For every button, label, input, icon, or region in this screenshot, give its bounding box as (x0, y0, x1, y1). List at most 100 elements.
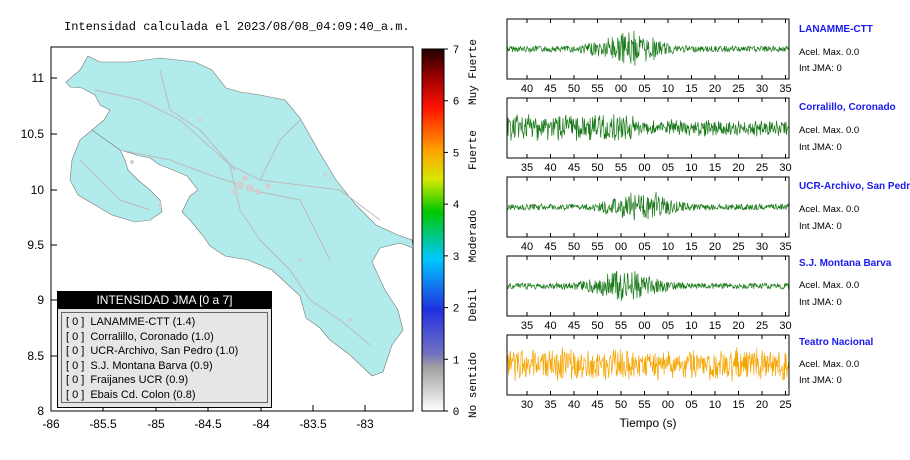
colorbar-category-label: Moderado (468, 210, 480, 263)
waveform-tick-label: 05 (638, 241, 650, 253)
waveform-tick-label: 10 (709, 399, 721, 411)
waveform-tick-label: 25 (732, 241, 744, 253)
waveform-tick-label: 50 (568, 241, 580, 253)
legend-row: [ 0 ] LANAMME-CTT (1.4) (66, 316, 196, 328)
waveform-tick-label: 30 (756, 83, 768, 95)
colorbar-categories: Muy Fuerte Fuerte Moderado Debil No sentido (468, 39, 480, 418)
waveform-tick-label: 25 (732, 83, 744, 95)
map-y-tick-label: 8 (37, 404, 44, 418)
map-x-tick-label: -84 (252, 417, 270, 431)
station-int: Int JMA: 0 (799, 297, 842, 308)
map-y-tick-label: 10.5 (21, 127, 45, 141)
station-int: Int JMA: 0 (799, 221, 842, 232)
station-name[interactable]: LANAMME-CTT (799, 24, 873, 35)
legend-row: [ 0 ] Ebais Cd. Colon (0.8) (66, 388, 196, 401)
map-x-tick-label: -84.5 (194, 417, 222, 431)
waveform-tick-label: 25 (779, 399, 791, 411)
map-y-tick-label: 8.5 (27, 349, 44, 363)
waveform-tick-label: 50 (615, 399, 627, 411)
map-x-tick-label: -85 (147, 417, 165, 431)
waveform-tick-label: 40 (521, 241, 533, 253)
waveform-tick-label: 05 (662, 320, 674, 332)
map-x-tick-label: -83.5 (299, 417, 327, 431)
waveform-tick-label: 00 (662, 399, 674, 411)
colorbar-category-label: Fuerte (468, 130, 480, 170)
waveform-tick-label: 15 (732, 399, 744, 411)
waveform-tick-label: 05 (638, 83, 650, 95)
waveform-tick-label: 30 (521, 399, 533, 411)
waveform-tick-label: 20 (756, 399, 768, 411)
waveform-tick-label: 35 (544, 399, 556, 411)
waveform-tick-label: 45 (544, 83, 556, 95)
time-axis-label: Tiempo (s) (620, 416, 677, 430)
station-accel: Acel. Max. 0.0 (799, 125, 860, 136)
waveform-tick-label: 45 (568, 162, 580, 174)
city-markers (130, 118, 352, 322)
station-accel: Acel. Max. 0.0 (799, 204, 860, 215)
waveform-tick-label: 40 (544, 320, 556, 332)
waveform-tick-label: 00 (638, 162, 650, 174)
waveform-tick-label: 10 (662, 241, 674, 253)
colorbar-tick-label: 1 (453, 355, 460, 367)
waveform-tick-label: 25 (756, 320, 768, 332)
waveform-trace (506, 114, 790, 141)
map-y-axis: 11 10.5 10 9.5 9 8.5 8 (21, 71, 57, 418)
waveform-panel: 40 45 50 55 00 05 10 15 20 25 30 35 (506, 18, 792, 95)
legend-row: [ 0 ] UCR-Archivo, San Pedro (1.0) (66, 345, 239, 357)
colorbar-category-label: No sentido (468, 352, 480, 418)
waveform-tick-label: 30 (779, 162, 791, 174)
station-accel: Acel. Max. 0.0 (799, 359, 860, 370)
waveform-tick-label: 05 (662, 162, 674, 174)
waveform-tick-label: 30 (756, 241, 768, 253)
waveform-tick-label: 55 (638, 399, 650, 411)
waveform-tick-label: 10 (685, 320, 697, 332)
legend-row: [ 0 ] S.J. Montana Barva (0.9) (66, 359, 213, 372)
waveform-panel: 35 40 45 50 55 00 05 10 15 20 25 30 (506, 255, 792, 332)
station-name[interactable]: S.J. Montana Barva (799, 258, 892, 269)
map-title: Intensidad calculada el 2023/08/08_04:09… (64, 20, 410, 34)
colorbar-tick-label: 4 (453, 200, 460, 212)
waveform-tick-label: 40 (568, 399, 580, 411)
colorbar-tick-label: 6 (453, 97, 460, 109)
station-name[interactable]: Corralillo, Coronado (799, 102, 896, 113)
map-x-tick-label: -86 (42, 417, 60, 431)
colorbar (421, 48, 445, 412)
waveform-tick-label: 35 (779, 83, 791, 95)
map-y-tick-label: 9.5 (27, 238, 44, 252)
waveform-tick-label: 50 (591, 320, 603, 332)
colorbar-ticks: 7 6 5 4 3 2 1 0 (444, 45, 460, 419)
waveform-panel: 40 45 50 55 00 05 10 15 20 25 30 35 (506, 176, 792, 253)
waveform-trace (506, 270, 790, 301)
nicoya-peninsula (69, 129, 163, 223)
waveform-tick-label: 15 (709, 162, 721, 174)
map-y-tick-label: 9 (37, 293, 44, 307)
waveform-tick-label: 55 (615, 320, 627, 332)
waveform-frame (506, 334, 790, 396)
waveform-tick-label: 25 (756, 162, 768, 174)
waveform-frame (506, 176, 790, 238)
waveform-tick-label: 20 (709, 241, 721, 253)
waveform-tick-label: 15 (685, 241, 697, 253)
waveform-panels: 40 45 50 55 00 05 10 15 20 25 30 35 35 40 45 50 55 00 05 10… (506, 18, 792, 430)
map-x-axis: -86 -85.5 -85 -84.5 -84 -83.5 -83 (42, 405, 374, 431)
waveform-panel: 35 40 45 50 55 00 05 10 15 20 25 30 (506, 97, 792, 174)
map-x-tick-label: -83 (356, 417, 374, 431)
station-accel: Acel. Max. 0.0 (799, 47, 860, 58)
waveform-tick-label: 05 (685, 399, 697, 411)
station-name[interactable]: Teatro Nacional (799, 337, 874, 348)
legend-row: [ 0 ] Corralillo, Coronado (1.0) (66, 330, 214, 343)
station-name[interactable]: UCR-Archivo, San Pedro (799, 181, 910, 192)
map-y-tick-label: 10 (31, 183, 45, 197)
station-int: Int JMA: 0 (799, 142, 842, 153)
waveform-tick-label: 55 (591, 83, 603, 95)
colorbar-category-label: Muy Fuerte (468, 39, 480, 105)
colorbar-tick-label: 2 (453, 304, 460, 316)
waveform-tick-label: 55 (591, 241, 603, 253)
waveform-tick-label: 20 (732, 162, 744, 174)
waveform-tick-label: 35 (521, 162, 533, 174)
legend-row: [ 0 ] Fraijanes UCR (0.9) (66, 374, 189, 386)
legend-header: INTENSIDAD JMA [0 a 7] (58, 292, 271, 309)
colorbar-tick-label: 7 (453, 45, 460, 57)
waveform-trace (506, 30, 790, 66)
